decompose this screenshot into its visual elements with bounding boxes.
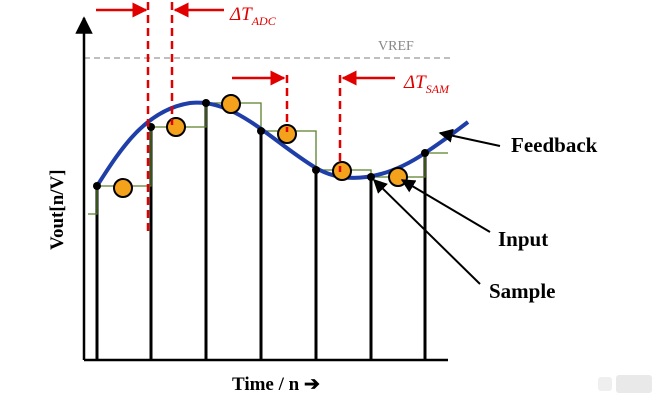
watermark-blob [598, 377, 612, 391]
conversion-dot [388, 167, 408, 187]
y-axis-label: Vout[n/V] [47, 169, 68, 250]
sample-points [93, 99, 429, 190]
sample-point [421, 149, 429, 157]
timing-markers [146, 2, 342, 232]
delta-adc-label: ΔTADC [229, 4, 277, 28]
feedback-staircase [88, 102, 448, 215]
sample-point [367, 173, 375, 181]
sample-point [257, 127, 265, 135]
feedback-pointer [438, 128, 501, 147]
vref-label: VREF [378, 39, 414, 54]
input-curve [95, 100, 470, 188]
sample-label: Sample [489, 279, 556, 303]
sample-lines [95, 103, 427, 360]
sample-point [93, 182, 101, 190]
delta-sam-label: ΔTSAM [403, 72, 450, 96]
input-pointer [400, 179, 491, 233]
feedback-label: Feedback [511, 133, 598, 157]
sample-point [202, 99, 210, 107]
watermark-logo [598, 369, 654, 399]
conversion-dot [166, 117, 186, 137]
input-label: Input [498, 227, 548, 251]
conversion-dot [277, 124, 297, 144]
conversion-dots [113, 94, 408, 198]
conversion-dot [113, 178, 133, 198]
conversion-dot [332, 161, 352, 181]
watermark-blob [616, 375, 652, 393]
sample-pointer [373, 179, 481, 285]
sample-point [312, 166, 320, 174]
conversion-dot [221, 94, 241, 114]
x-axis-label: Time / n ➔ [232, 374, 320, 395]
